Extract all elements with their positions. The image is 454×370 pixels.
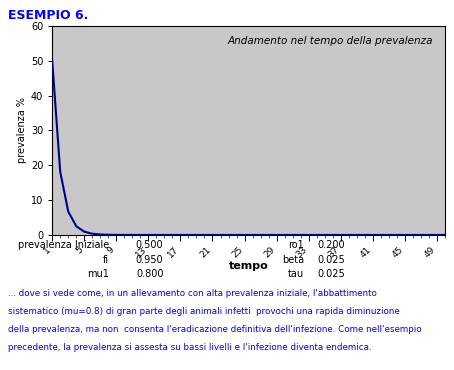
Text: ... dove si vede come, in un allevamento con alta prevalenza iniziale, l'abbatti: ... dove si vede come, in un allevamento… — [8, 289, 377, 298]
Text: beta: beta — [282, 255, 304, 265]
Text: sistematico (mu=0.8) di gran parte degli animali infetti  provochi una rapida di: sistematico (mu=0.8) di gran parte degli… — [8, 307, 400, 316]
Text: precedente, la prevalenza si assesta su bassi livelli e l'infezione diventa ende: precedente, la prevalenza si assesta su … — [8, 343, 372, 352]
Text: tau: tau — [288, 269, 304, 279]
Text: 0.500: 0.500 — [136, 240, 163, 250]
Text: fi: fi — [103, 255, 109, 265]
Y-axis label: prevalenza %: prevalenza % — [17, 97, 27, 164]
Text: ESEMPIO 6.: ESEMPIO 6. — [8, 9, 89, 22]
Text: 0.200: 0.200 — [317, 240, 345, 250]
Text: 0.950: 0.950 — [136, 255, 163, 265]
Text: prevalenza Iniziale: prevalenza Iniziale — [18, 240, 109, 250]
Text: della prevalenza, ma non  consenta l'eradicazione definitiva dell'infezione. Com: della prevalenza, ma non consenta l'erad… — [8, 325, 422, 334]
Text: Andamento nel tempo della prevalenza: Andamento nel tempo della prevalenza — [227, 36, 433, 46]
Text: mu1: mu1 — [87, 269, 109, 279]
Text: 0.025: 0.025 — [317, 255, 345, 265]
X-axis label: tempo: tempo — [229, 261, 268, 271]
Text: ro1: ro1 — [288, 240, 304, 250]
Text: 0.025: 0.025 — [317, 269, 345, 279]
Text: 0.800: 0.800 — [136, 269, 163, 279]
